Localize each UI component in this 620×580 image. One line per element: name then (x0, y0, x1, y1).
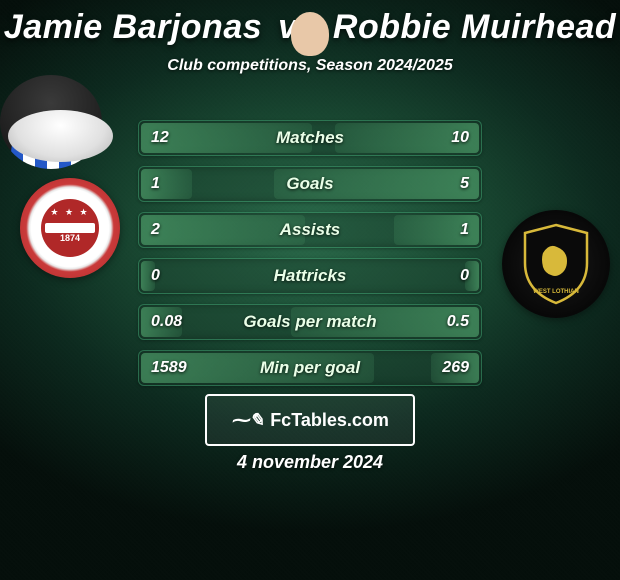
stat-value-right: 269 (430, 351, 481, 385)
crest-inner-icon (41, 199, 99, 257)
watermark-box: ⁓✎ FcTables.com (205, 394, 415, 446)
stat-value-left: 1589 (139, 351, 199, 385)
player2-club-crest: WEST LOTHIAN (502, 210, 610, 318)
crest-band-icon (45, 223, 95, 233)
stat-value-right: 5 (448, 167, 481, 201)
stat-value-right: 0 (448, 259, 481, 293)
stat-value-left: 2 (139, 213, 172, 247)
stat-value-right: 1 (448, 213, 481, 247)
player1-avatar (8, 110, 113, 162)
stat-row: 0.08Goals per match0.5 (138, 304, 482, 340)
stat-value-left: 1 (139, 167, 172, 201)
stats-container: 12Matches10 1Goals5 2Assists1 0Hattricks0 0.… (138, 120, 482, 396)
stat-row: 1589Min per goal269 (138, 350, 482, 386)
stat-row: 2Assists1 (138, 212, 482, 248)
stat-value-right: 0.5 (435, 305, 481, 339)
stat-row: 1Goals5 (138, 166, 482, 202)
shield-icon: WEST LOTHIAN (521, 223, 591, 305)
watermark-text: FcTables.com (270, 410, 389, 431)
stat-value-right: 10 (439, 121, 481, 155)
stat-value-left: 12 (139, 121, 181, 155)
subtitle: Club competitions, Season 2024/2025 (0, 57, 620, 75)
stat-value-left: 0.08 (139, 305, 194, 339)
svg-text:WEST LOTHIAN: WEST LOTHIAN (533, 289, 579, 295)
stat-row: 0Hattricks0 (138, 258, 482, 294)
player1-name: Jamie Barjonas (4, 8, 262, 46)
player2-name: Robbie Muirhead (333, 8, 616, 46)
stat-label: Hattricks (139, 259, 481, 293)
stat-row: 12Matches10 (138, 120, 482, 156)
player1-club-crest (20, 178, 120, 278)
date-label: 4 november 2024 (0, 452, 620, 473)
chart-icon: ⁓✎ (231, 410, 264, 431)
stat-value-left: 0 (139, 259, 172, 293)
